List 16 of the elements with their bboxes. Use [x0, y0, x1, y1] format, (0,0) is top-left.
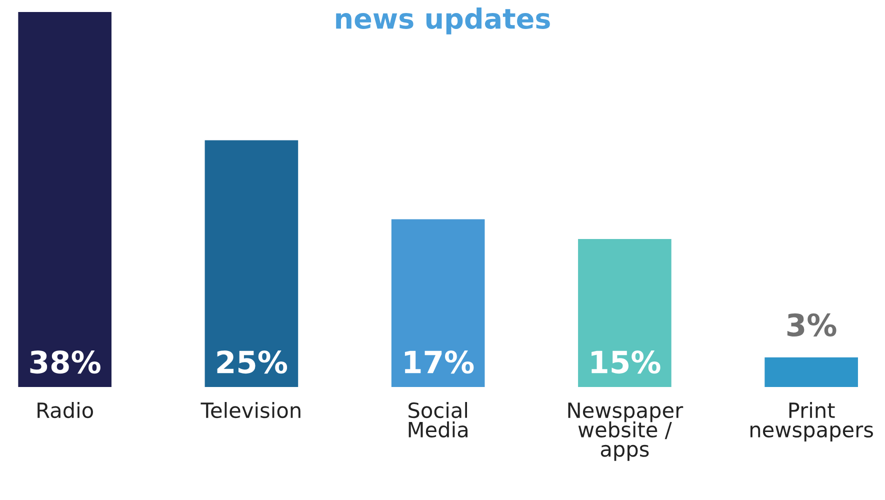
bar	[18, 12, 112, 387]
x-tick-label: Radio	[38, 402, 93, 418]
x-tick-label: Newspaper website / apps	[568, 402, 684, 461]
x-tick-label: Print newspapers	[750, 402, 873, 442]
data-label: 25%	[217, 350, 288, 374]
bar	[764, 357, 858, 387]
bar	[578, 238, 672, 387]
data-label: 3%	[787, 313, 836, 336]
bar	[204, 140, 298, 387]
x-tick-label: Social Media	[408, 402, 468, 438]
data-label: 38%	[30, 350, 100, 374]
x-tick-label: Television	[200, 402, 300, 418]
data-label: 15%	[592, 350, 660, 374]
data-label: 17%	[404, 350, 474, 374]
chart-title: news updates	[336, 8, 550, 34]
bar	[391, 219, 485, 387]
